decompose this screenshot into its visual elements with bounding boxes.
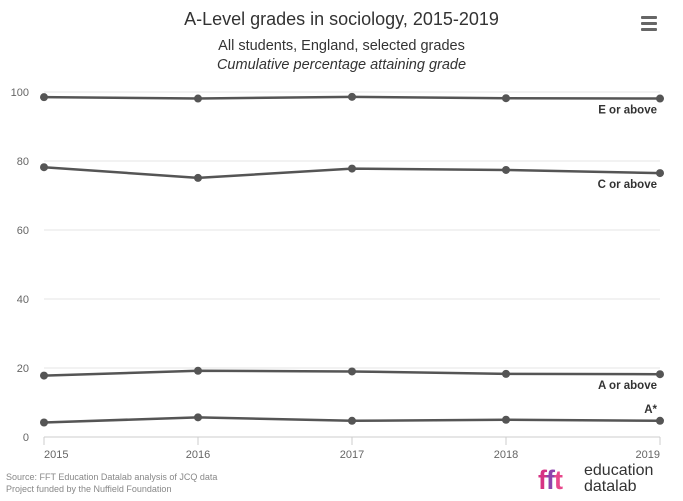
data-point[interactable] [502, 165, 510, 174]
chart-title: A-Level grades in sociology, 2015-2019 [184, 9, 499, 29]
menu-bar [641, 22, 657, 25]
logo-text-line2: datalab [584, 478, 637, 495]
series-group: E or above C or above A or above A* [40, 92, 664, 427]
data-point[interactable] [656, 370, 664, 379]
data-point[interactable] [348, 92, 356, 101]
data-point[interactable] [194, 94, 202, 103]
menu-bar [641, 16, 657, 19]
logo-text-line1: education [584, 462, 654, 479]
grid-lines [44, 91, 660, 369]
logo-letter: t [554, 465, 563, 495]
series-line[interactable]: A or above [40, 366, 664, 392]
series-label: E or above [598, 105, 657, 117]
y-tick-label: 20 [17, 363, 29, 375]
fft-education-datalab-logo: fft education datalab [538, 462, 678, 498]
series-label: C or above [598, 179, 657, 191]
data-point[interactable] [40, 163, 48, 172]
data-point[interactable] [194, 413, 202, 422]
logo-letter: f [538, 465, 547, 495]
series-label: A* [644, 404, 657, 416]
x-tick-label: 2016 [186, 449, 210, 461]
data-point[interactable] [40, 418, 48, 427]
data-point[interactable] [502, 94, 510, 103]
credits-source: Source: FFT Education Datalab analysis o… [6, 472, 218, 482]
x-axis: 2015 2016 2017 2018 2019 [43, 436, 661, 461]
data-point[interactable] [40, 371, 48, 380]
data-point[interactable] [40, 93, 48, 102]
data-point[interactable] [502, 369, 510, 378]
data-point[interactable] [348, 164, 356, 173]
chart-subtitle-italic: Cumulative percentage attaining grade [216, 57, 467, 73]
data-point[interactable] [348, 367, 356, 376]
fft-logo-mark: fft [538, 465, 563, 495]
series-line[interactable]: A* [40, 404, 664, 427]
series-label: A or above [598, 380, 657, 392]
x-tick-label: 2015 [44, 449, 68, 461]
y-tick-label: 60 [17, 225, 29, 237]
hamburger-menu-icon[interactable] [638, 14, 660, 32]
series-line[interactable]: E or above [40, 92, 664, 117]
x-tick-label: 2018 [494, 449, 518, 461]
chart-subtitle: All students, England, selected grades [218, 38, 465, 54]
data-point[interactable] [656, 416, 664, 425]
credits-funding: Project funded by the Nuffield Foundatio… [6, 484, 172, 494]
y-axis: 0 20 40 60 80 100 [11, 87, 29, 444]
y-tick-label: 80 [17, 156, 29, 168]
y-tick-label: 0 [23, 432, 29, 444]
data-point[interactable] [194, 366, 202, 375]
data-point[interactable] [656, 169, 664, 178]
data-point[interactable] [348, 416, 356, 425]
data-point[interactable] [656, 94, 664, 103]
credits[interactable]: Source: FFT Education Datalab analysis o… [6, 471, 217, 495]
series-line[interactable]: C or above [40, 163, 664, 191]
menu-bar [641, 28, 657, 31]
y-tick-label: 100 [11, 87, 29, 99]
logo-text: education datalab [584, 463, 653, 495]
y-tick-label: 40 [17, 294, 29, 306]
data-point[interactable] [502, 415, 510, 424]
data-point[interactable] [194, 173, 202, 182]
x-tick-label: 2017 [340, 449, 364, 461]
logo-letter: f [546, 465, 555, 495]
x-tick-label: 2019 [636, 449, 660, 461]
